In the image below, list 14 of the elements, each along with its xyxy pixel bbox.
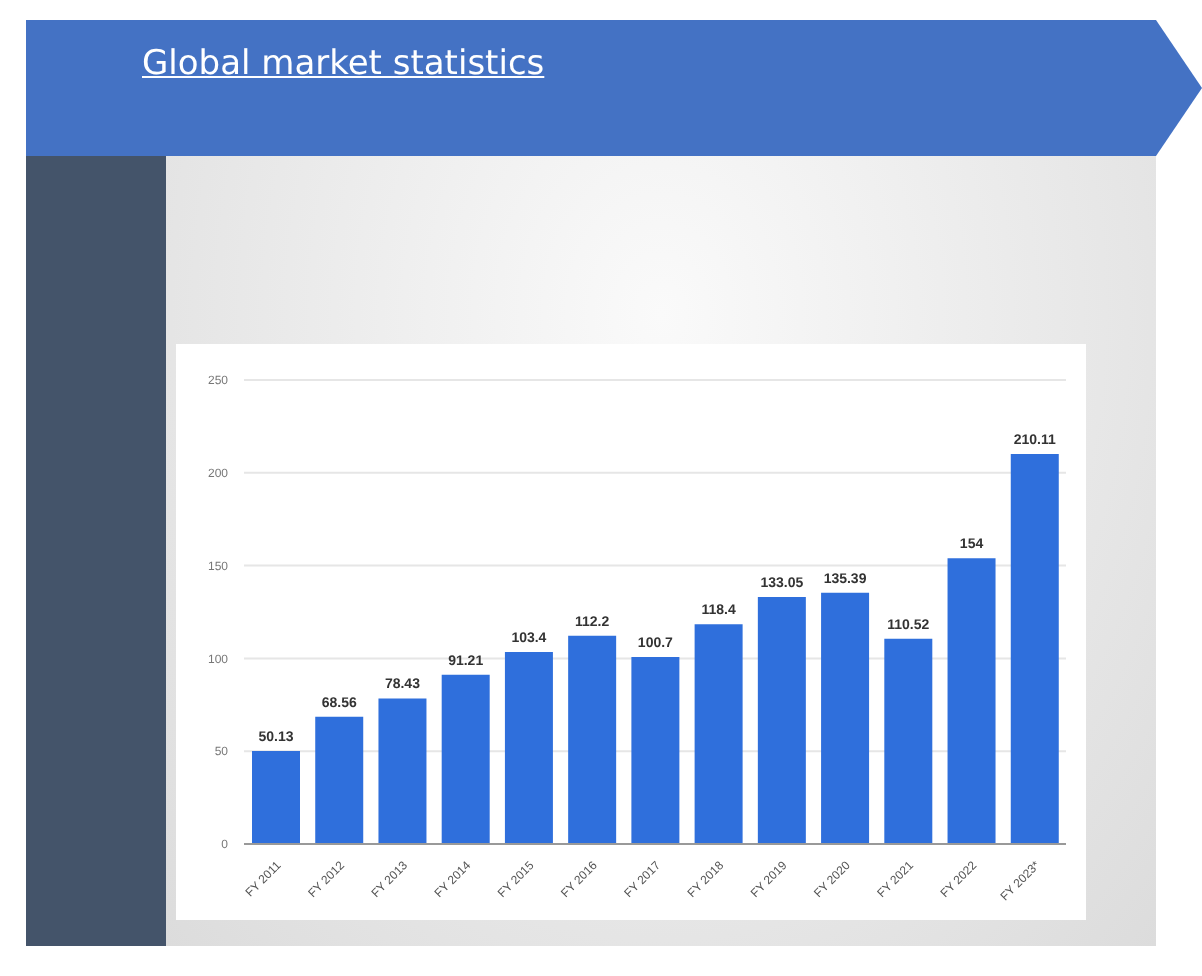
bar [884, 638, 933, 844]
bar [441, 674, 490, 844]
bar [821, 592, 870, 844]
chart-title: Global market statistics [142, 44, 545, 84]
bar [1010, 454, 1059, 844]
bar [694, 624, 743, 844]
bar [378, 698, 427, 844]
bar [315, 716, 364, 844]
bar [947, 558, 996, 844]
bar [757, 597, 806, 844]
bar [504, 652, 553, 844]
bar [631, 657, 680, 844]
bar [568, 635, 617, 844]
bar [252, 750, 300, 844]
